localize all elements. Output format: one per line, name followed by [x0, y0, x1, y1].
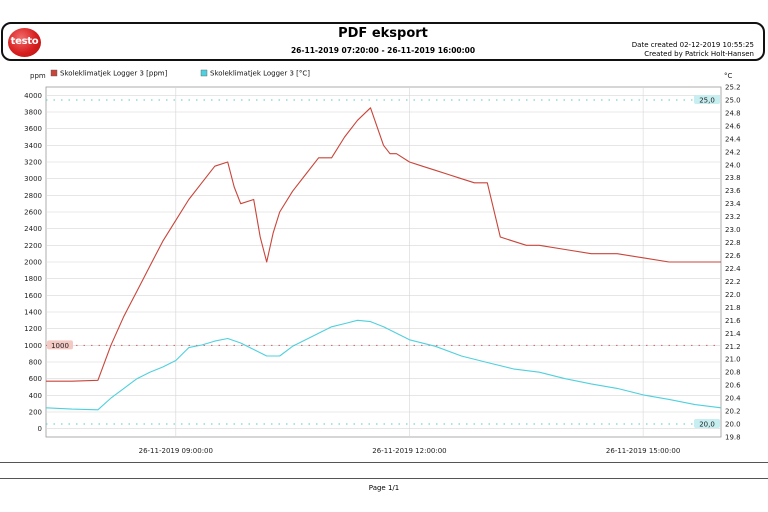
threshold-label: 20,0 [699, 421, 715, 429]
logo-text: testo [10, 36, 39, 47]
left-tick-label: 3400 [24, 142, 42, 150]
right-tick-label: 22.4 [725, 265, 741, 273]
left-tick-label: 3800 [24, 109, 42, 117]
right-tick-label: 24.0 [725, 161, 741, 169]
left-tick-label: 2400 [24, 225, 42, 233]
report-meta: Date created 02-12-2019 10:55:25 Created… [632, 41, 754, 59]
left-tick-label: 600 [29, 375, 42, 383]
right-tick-label: 25.0 [725, 96, 741, 104]
left-tick-label: 2600 [24, 209, 42, 217]
line-chart: 0 200 400 600 800 1000 1200 1400 1600 1800 2000 220… [24, 69, 741, 456]
co2-series-line [46, 107, 721, 382]
right-tick-label: 22.6 [725, 252, 741, 260]
threshold-badge [694, 419, 720, 429]
right-tick-label: 24.6 [725, 122, 741, 130]
right-tick-label: 21.2 [725, 343, 741, 351]
right-tick-label: 20.2 [725, 408, 741, 416]
left-tick-label: 4000 [24, 92, 42, 100]
right-tick-label: 23.8 [725, 174, 741, 182]
left-tick-label: 0 [38, 425, 42, 433]
right-tick-label: 22.2 [725, 278, 741, 286]
threshold-badge [47, 340, 73, 350]
right-tick-label: 23.6 [725, 187, 741, 195]
legend-swatch [200, 69, 208, 77]
footer-divider [0, 478, 768, 479]
left-tick-label: 2000 [24, 259, 42, 267]
right-tick-label: 21.8 [725, 304, 741, 312]
temperature-series-line [45, 319, 722, 411]
threshold-badge [694, 94, 720, 104]
x-tick-label: 26-11-2019 12:00:00 [372, 447, 446, 455]
right-tick-label: 21.0 [725, 356, 741, 364]
left-tick-label: 800 [29, 359, 42, 367]
right-tick-label: 20.6 [725, 382, 741, 390]
right-tick-label: 21.4 [725, 330, 741, 338]
right-tick-label: 23.0 [725, 226, 741, 234]
right-tick-label: 22.8 [725, 239, 741, 247]
threshold-label: 1000 [51, 342, 69, 350]
left-tick-label: 2800 [24, 192, 42, 200]
left-axis-unit: ppm [30, 72, 46, 80]
report-header: testo PDF eksport 26-11-2019 07:20:00 - … [1, 22, 765, 61]
right-tick-label: 20.8 [725, 369, 741, 377]
created-by: Created by Patrick Holt-Hansen [644, 50, 754, 58]
page-number: Page 1/1 [368, 484, 400, 492]
legend-swatch [50, 69, 58, 77]
right-tick-label: 23.4 [725, 200, 741, 208]
x-tick-label: 26-11-2019 09:00:00 [139, 447, 213, 455]
right-tick-label: 21.6 [725, 317, 741, 325]
right-tick-label: 24.8 [725, 109, 741, 117]
right-tick-label: 23.2 [725, 213, 741, 221]
page-title: PDF eksport [338, 26, 428, 41]
footer-divider-top [0, 462, 768, 463]
time-range: 26-11-2019 07:20:00 - 26-11-2019 16:00:0… [290, 46, 476, 55]
legend-label: Skoleklimatjek Logger 3 [ppm] [60, 70, 168, 78]
left-tick-label: 3600 [24, 125, 42, 133]
legend-label: Skoleklimatjek Logger 3 [°C] [210, 70, 310, 78]
left-tick-label: 3000 [24, 175, 42, 183]
right-tick-label: 20.4 [725, 395, 741, 403]
left-tick-label: 2200 [24, 242, 42, 250]
left-tick-label: 1400 [24, 309, 42, 317]
x-tick-label: 26-11-2019 15:00:00 [606, 447, 680, 455]
left-tick-label: 400 [29, 392, 42, 400]
right-axis-unit: °C [724, 72, 733, 80]
left-tick-label: 1200 [24, 325, 42, 333]
left-tick-label: 3200 [24, 159, 42, 167]
right-tick-label: 25.2 [725, 84, 741, 92]
left-tick-label: 1800 [24, 275, 42, 283]
right-tick-label: 19.8 [725, 434, 741, 442]
right-tick-label: 22.0 [725, 291, 741, 299]
right-tick-label: 24.4 [725, 135, 741, 143]
threshold-label: 25,0 [699, 96, 715, 104]
left-tick-label: 1600 [24, 292, 42, 300]
date-created: Date created 02-12-2019 10:55:25 [631, 41, 754, 49]
right-tick-label: 24.2 [725, 148, 741, 156]
left-tick-label: 200 [29, 409, 42, 417]
left-tick-label: 1000 [24, 342, 42, 350]
right-tick-label: 20.0 [725, 421, 741, 429]
testo-logo: testo [8, 28, 41, 57]
